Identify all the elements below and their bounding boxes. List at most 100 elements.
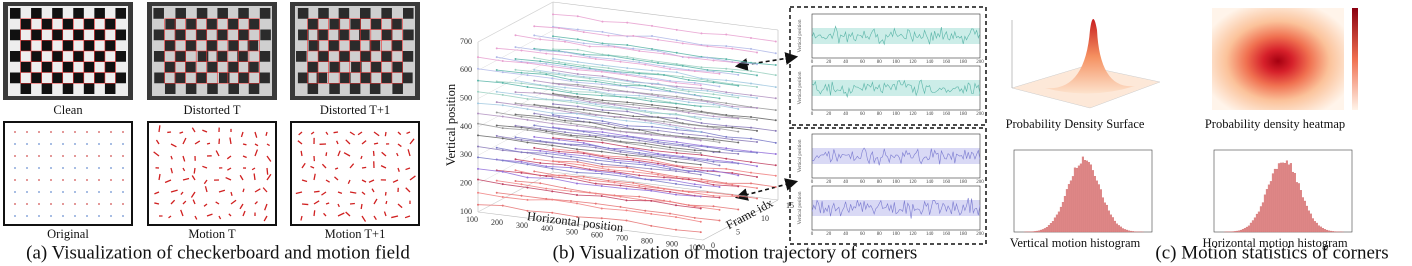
trajectory-point [731,183,734,186]
trajectory-point [756,85,758,88]
motion-vector [397,203,403,209]
trajectory-point [501,196,504,199]
motion-vector [191,175,196,181]
motion-vector [254,131,258,138]
trajectory-point [651,171,653,174]
motion-vector [158,125,161,133]
trajectory-point [699,84,702,87]
z-tick-label: 5 [736,227,740,236]
trajectory-point [477,145,479,148]
trajectory-point [588,45,591,48]
trajectory-point [613,126,616,129]
hist-bar [1035,230,1038,233]
hist-bar [1237,230,1240,233]
square [94,8,105,19]
motion-vector [397,143,402,148]
trajectory-point [699,131,702,134]
trajectory-point [501,170,504,173]
trajectory [515,58,739,87]
inset-x-tick: 180 [959,180,967,185]
square [115,8,126,19]
trajectory [534,34,758,65]
trajectory-point [650,167,653,170]
trajectory-point [700,87,703,90]
square [360,72,372,84]
trajectory-point [657,140,659,143]
motion-vector [337,191,343,194]
trajectory-point [601,42,604,45]
trajectory-point [657,38,659,41]
trajectory [496,147,720,177]
trajectory-point [576,15,579,18]
field-point [14,143,16,145]
square [238,8,249,19]
trajectory-point [750,36,752,39]
motion-vector [301,203,309,206]
trajectory-point [774,174,777,177]
square [83,40,95,51]
trajectory-point [756,197,758,200]
trajectory-point [619,161,622,164]
field-point [38,191,40,193]
motion-vector [170,167,173,174]
trajectory-point [638,50,641,53]
square [307,18,319,30]
motion-vector [155,139,160,145]
trajectory [552,48,776,76]
trajectory-point [588,179,591,182]
trajectory [534,113,758,143]
trajectory-point [706,100,709,103]
field-point [122,131,124,133]
trajectory-point [706,89,709,92]
trajectory-point [651,59,653,62]
trajectory-point [495,69,498,72]
motion-vector [265,131,268,136]
trajectory-point [570,111,572,114]
trajectory-point [693,205,696,208]
trajectory [477,80,701,107]
trajectory-point [669,190,671,193]
motion-vector [360,155,363,160]
square [164,83,176,94]
trajectory-point [731,193,734,196]
trajectory-point [526,209,529,212]
trajectory-point [700,166,703,169]
y-tick-label: 100 [460,207,472,216]
trajectory-point [545,62,548,65]
inset-x-tick: 200 [976,60,984,65]
trajectory-point [501,159,504,162]
trajectory-point [706,158,709,161]
motion-vector [404,215,411,219]
trajectory-point [564,163,566,166]
motion-vector [202,165,208,169]
motion-vector [345,139,351,145]
square [318,51,329,62]
trajectory-point [638,94,641,97]
trajectory-point [699,186,702,189]
hist-bar [1127,230,1130,233]
square [83,83,95,94]
hist-bar [1107,210,1110,233]
trajectory-point [650,199,653,202]
square [218,72,230,84]
trajectory-point [706,180,709,183]
trajectory-point [632,81,635,84]
trajectory-point [558,61,560,64]
square [369,40,381,51]
trajectory [477,113,701,141]
hist-bar [1113,220,1116,233]
motion-vector [337,203,340,208]
z-tick-label: 10 [761,214,769,223]
motion-vector [373,198,378,205]
motion-vector [153,151,160,157]
trajectory-point [712,93,715,96]
field-point [110,155,112,157]
trajectory-point [657,173,659,176]
trajectory-point [669,168,671,171]
trajectory-point [693,81,696,84]
trajectory-point [539,162,542,165]
inset-x-tick: 120 [909,60,917,65]
trajectory-point [675,141,678,144]
trajectory [477,156,701,188]
axis-box-edge [552,171,779,201]
